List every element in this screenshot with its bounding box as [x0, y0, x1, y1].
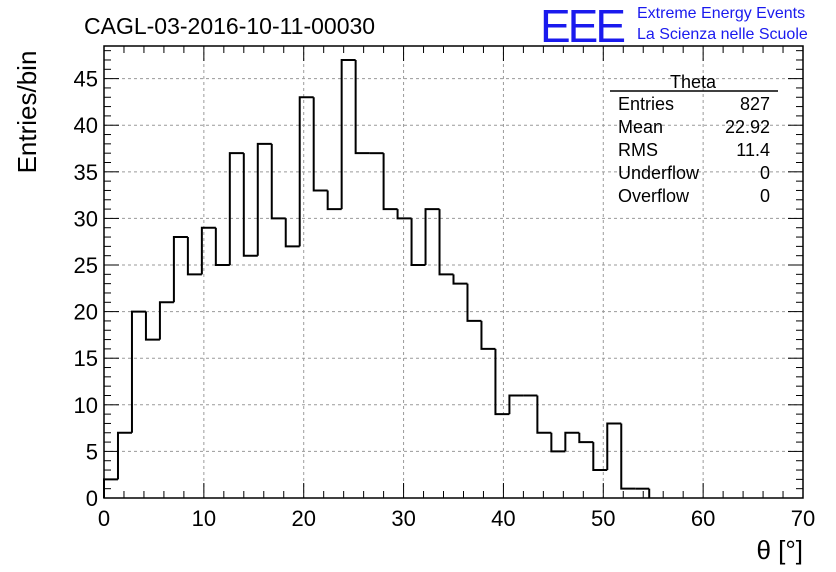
histogram-bin [592, 442, 608, 472]
histogram-bin [284, 218, 300, 248]
histogram-bin [116, 431, 132, 480]
y-tick-label: 15 [74, 346, 98, 371]
histogram-bin [312, 97, 328, 192]
x-tick-label: 50 [591, 506, 615, 531]
histogram-bin [200, 226, 216, 275]
histogram-bin [130, 310, 146, 433]
plot-title: CAGL-03-2016-10-11-00030 [84, 13, 375, 39]
histogram-bin [396, 209, 412, 220]
plot-frame-rect [103, 45, 804, 499]
histogram-bin [354, 59, 370, 155]
histogram-bin [410, 218, 426, 267]
plot-frame [103, 45, 804, 499]
brand-line-2: La Scienza nelle Scuole [637, 26, 808, 43]
stats-value-entries: 827 [740, 94, 770, 114]
histogram-bin [326, 190, 342, 211]
histogram-bin [494, 348, 510, 416]
histogram-bin [480, 320, 496, 350]
histogram-bin [340, 58, 356, 210]
histogram-bin [466, 283, 482, 322]
histogram-bin [508, 394, 524, 415]
stats-label-rms: RMS [618, 140, 658, 160]
histogram-bin [172, 236, 188, 303]
stats-value-mean: 22.92 [725, 117, 770, 137]
x-tick-label: 40 [491, 506, 515, 531]
histogram-bin [606, 422, 622, 471]
stats-value-overflow: 0 [760, 186, 770, 206]
stats-label-underflow: Underflow [618, 163, 700, 183]
grid [104, 46, 803, 498]
x-tick-label: 0 [98, 506, 110, 531]
stats-label-entries: Entries [618, 94, 674, 114]
histogram-bin [270, 143, 286, 220]
histogram-bin [158, 301, 174, 340]
y-tick-label: 35 [74, 160, 98, 185]
axis-tick-labels: 0 10 20 30 40 50 60 70 0 5 10 15 20 25 30 35 40 45 [74, 67, 816, 531]
histogram-bin [186, 237, 202, 276]
eee-logo: EEE [540, 0, 624, 52]
stats-box: Theta Entries 827 Mean 22.92 RMS 11.4 Un… [610, 72, 778, 206]
y-tick-label: 20 [74, 300, 98, 325]
stats-label-overflow: Overflow [618, 186, 690, 206]
histogram-bin [550, 432, 566, 453]
y-axis-title: Entries/bin [12, 51, 42, 174]
y-tick-label: 5 [86, 439, 98, 464]
stats-value-underflow: 0 [760, 163, 770, 183]
histogram-bin [536, 395, 552, 434]
histogram-bin [242, 153, 258, 257]
histogram-bin [382, 153, 398, 211]
stats-label-mean: Mean [618, 117, 663, 137]
y-tick-label: 0 [86, 486, 98, 511]
histogram-bin [578, 432, 594, 444]
histogram-bin [256, 142, 272, 256]
histogram-bin [144, 311, 160, 341]
y-tick-label: 25 [74, 253, 98, 278]
y-tick-label: 30 [74, 206, 98, 231]
axis-ticks [103, 46, 804, 499]
x-tick-label: 30 [391, 506, 415, 531]
stats-title: Theta [670, 72, 717, 92]
brand-line-1: Extreme Energy Events [637, 5, 805, 22]
histogram-bin [228, 152, 244, 266]
y-tick-label: 40 [74, 113, 98, 138]
histogram-bars [103, 58, 651, 498]
histogram-bin [438, 209, 454, 276]
histogram-bin [620, 423, 636, 490]
x-tick-label: 60 [691, 506, 715, 531]
y-tick-label: 10 [74, 393, 98, 418]
x-axis-title: θ [°] [756, 535, 803, 565]
x-tick-label: 70 [791, 506, 815, 531]
histogram-bin [564, 431, 580, 452]
histogram-bin [452, 274, 468, 285]
stats-value-rms: 11.4 [736, 140, 770, 160]
y-tick-label: 45 [74, 67, 98, 92]
histogram-bin [214, 227, 230, 267]
histogram-bin [424, 208, 440, 266]
x-tick-label: 20 [291, 506, 315, 531]
histogram-bin [298, 96, 314, 247]
x-tick-label: 10 [192, 506, 216, 531]
